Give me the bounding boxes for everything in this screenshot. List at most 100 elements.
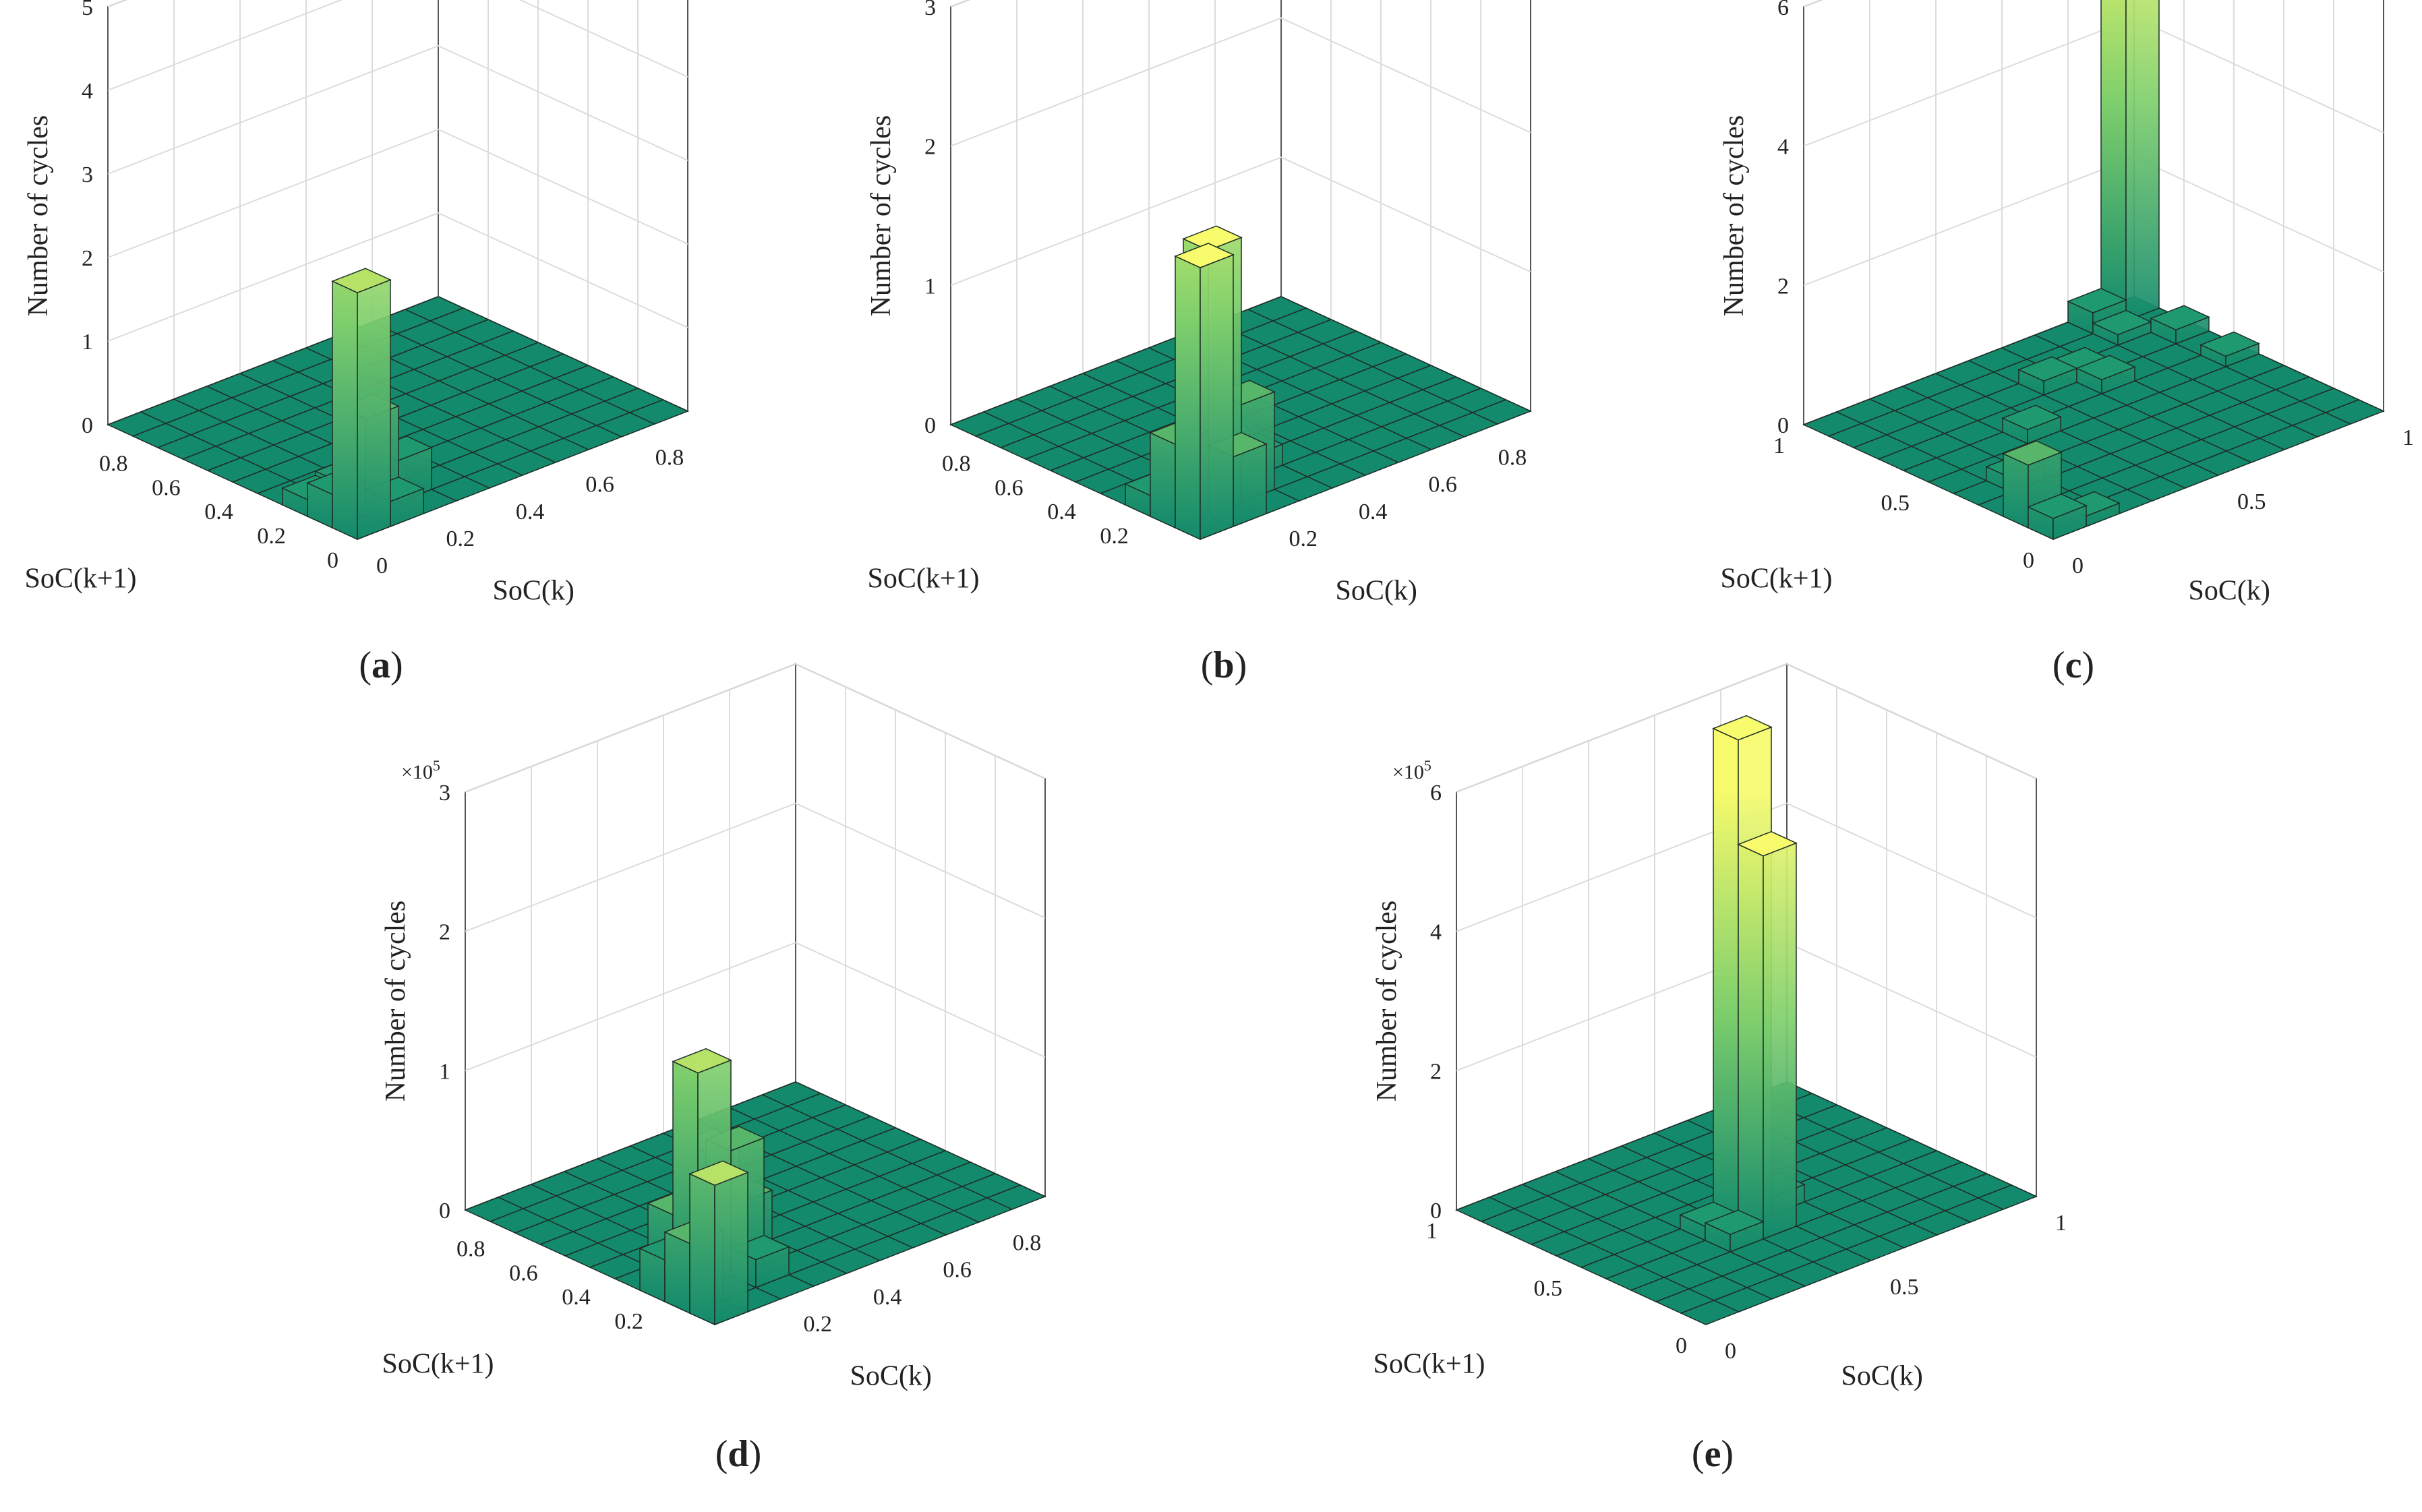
y-tick-label: 0.2	[1100, 524, 1129, 549]
bar-0-0	[1174, 243, 1235, 541]
bar-face	[1233, 443, 1267, 528]
y-tick-label: 0.6	[995, 475, 1024, 500]
bar-top	[1712, 715, 1773, 741]
x-axis-label: SoC(k)	[1336, 576, 1417, 607]
y-tick-label: 0	[1676, 1333, 1687, 1358]
panel-label-c: (c)	[2052, 644, 2094, 686]
bar-top	[2092, 309, 2152, 336]
x-tick-label: 0.4	[1359, 500, 1388, 524]
x-axis-label: SoC(k)	[2189, 576, 2270, 607]
y-tick-label: 0	[2023, 548, 2034, 573]
z-tick-label: 0	[439, 1199, 450, 1223]
panel-d: 0 1 2 3×105 Number of cycles 0.2 0.4 0.6 0.8 0.2 0…	[380, 663, 1046, 1475]
x-tick-label: 0.8	[1498, 446, 1527, 471]
z-tick-label: 2	[439, 920, 450, 945]
x-tick-label: 0.5	[1890, 1275, 1919, 1300]
z-tick-label: 0	[82, 413, 93, 438]
x-tick-label: 1	[2055, 1211, 2067, 1236]
wall-gridline	[950, 17, 1531, 147]
bar-face	[689, 1173, 715, 1326]
z-tick-label: 4	[82, 79, 93, 104]
y-tick-label: 0.2	[257, 524, 286, 549]
z-tick-label: 2	[1777, 274, 1789, 299]
z-tick-label: 4	[1430, 920, 1442, 945]
bar-9-5	[2199, 331, 2260, 368]
floor-tile	[761, 1081, 822, 1107]
x-axis-label: SoC(k)	[493, 576, 574, 607]
wall-gridline	[465, 942, 1046, 1072]
bar-top	[2199, 331, 2260, 357]
z-axis-label: Number of cycles	[866, 115, 897, 317]
x-tick-label: 0.6	[943, 1258, 972, 1283]
bar-top	[672, 1048, 732, 1074]
z-tick-label: 3	[439, 781, 450, 806]
bar-top	[2067, 288, 2127, 313]
y-tick-label: 0.5	[1534, 1276, 1563, 1301]
z-tick-label: 2	[924, 135, 936, 160]
bar-6-6	[2075, 355, 2136, 395]
z-tick-label: 1	[82, 330, 93, 355]
bar-9-9	[2100, 0, 2160, 322]
z-tick-label: 6	[1430, 781, 1442, 806]
z-tick-label: 5	[82, 0, 93, 20]
bar-face	[357, 279, 391, 541]
y-tick-label: 1	[1426, 1219, 1438, 1244]
bars	[639, 1048, 790, 1326]
y-tick-label: 0.4	[1047, 500, 1076, 524]
bar-face	[2125, 0, 2160, 322]
x-tick-label: 0	[2072, 553, 2084, 578]
floor-tile	[404, 296, 465, 322]
x-tick-label: 0.6	[1428, 473, 1457, 497]
x-tick-label: 0	[376, 553, 388, 578]
bar-face	[1763, 842, 1797, 1240]
wall-gridline	[107, 0, 688, 91]
floor-tile	[1247, 296, 1307, 322]
panel-label-b: (b)	[1201, 644, 1247, 686]
y-tick-label: 0.8	[942, 451, 971, 476]
bars	[1679, 715, 1806, 1253]
y-axis-label: SoC(k+1)	[382, 1349, 494, 1380]
floor-grid	[1455, 1081, 2038, 1325]
x-tick-label: 0.2	[803, 1312, 832, 1337]
x-tick-label: 0.4	[873, 1285, 902, 1310]
z-tick-label: 4	[1777, 135, 1789, 160]
x-tick-label: 0.2	[446, 526, 475, 551]
bar-top	[331, 268, 392, 294]
z-axis-label: Number of cycles	[23, 115, 54, 317]
bar-top	[2002, 440, 2063, 466]
y-tick-label: 0.5	[1881, 491, 1910, 516]
z-tick-label: 0	[1430, 1199, 1442, 1223]
wall-gridline	[107, 44, 688, 175]
x-tick-label: 0.5	[2237, 489, 2266, 514]
bar-top	[1737, 830, 1798, 857]
wall-gridline	[1456, 663, 2037, 793]
bar-face	[1150, 431, 1176, 529]
x-tick-label: 0.2	[1289, 526, 1318, 551]
bar-top	[1182, 225, 1243, 251]
bar-face	[332, 280, 358, 541]
x-axis-label: SoC(k)	[850, 1361, 932, 1392]
x-axis-label: SoC(k)	[1841, 1361, 1923, 1392]
bars	[281, 268, 433, 541]
y-axis-label: SoC(k+1)	[1374, 1349, 1485, 1380]
x-tick-label: 0.6	[585, 473, 614, 497]
y-axis-label: SoC(k+1)	[1721, 564, 1833, 595]
bar-4-3	[1737, 830, 1798, 1240]
y-tick-label: 0.8	[99, 451, 128, 476]
bar-9-7	[2150, 305, 2210, 345]
y-tick-label: 0.6	[152, 475, 181, 500]
bars	[1124, 225, 1284, 541]
y-tick-label: 0.4	[562, 1285, 591, 1310]
bar-top	[2027, 493, 2088, 519]
panel-label-e: (e)	[1692, 1433, 1734, 1475]
bar-top	[2150, 305, 2210, 331]
x-tick-label: 0.4	[516, 500, 545, 524]
z-tick-label: 0	[1777, 413, 1789, 438]
z-tick-label: 3	[924, 0, 936, 20]
bar-face	[2100, 0, 2127, 322]
